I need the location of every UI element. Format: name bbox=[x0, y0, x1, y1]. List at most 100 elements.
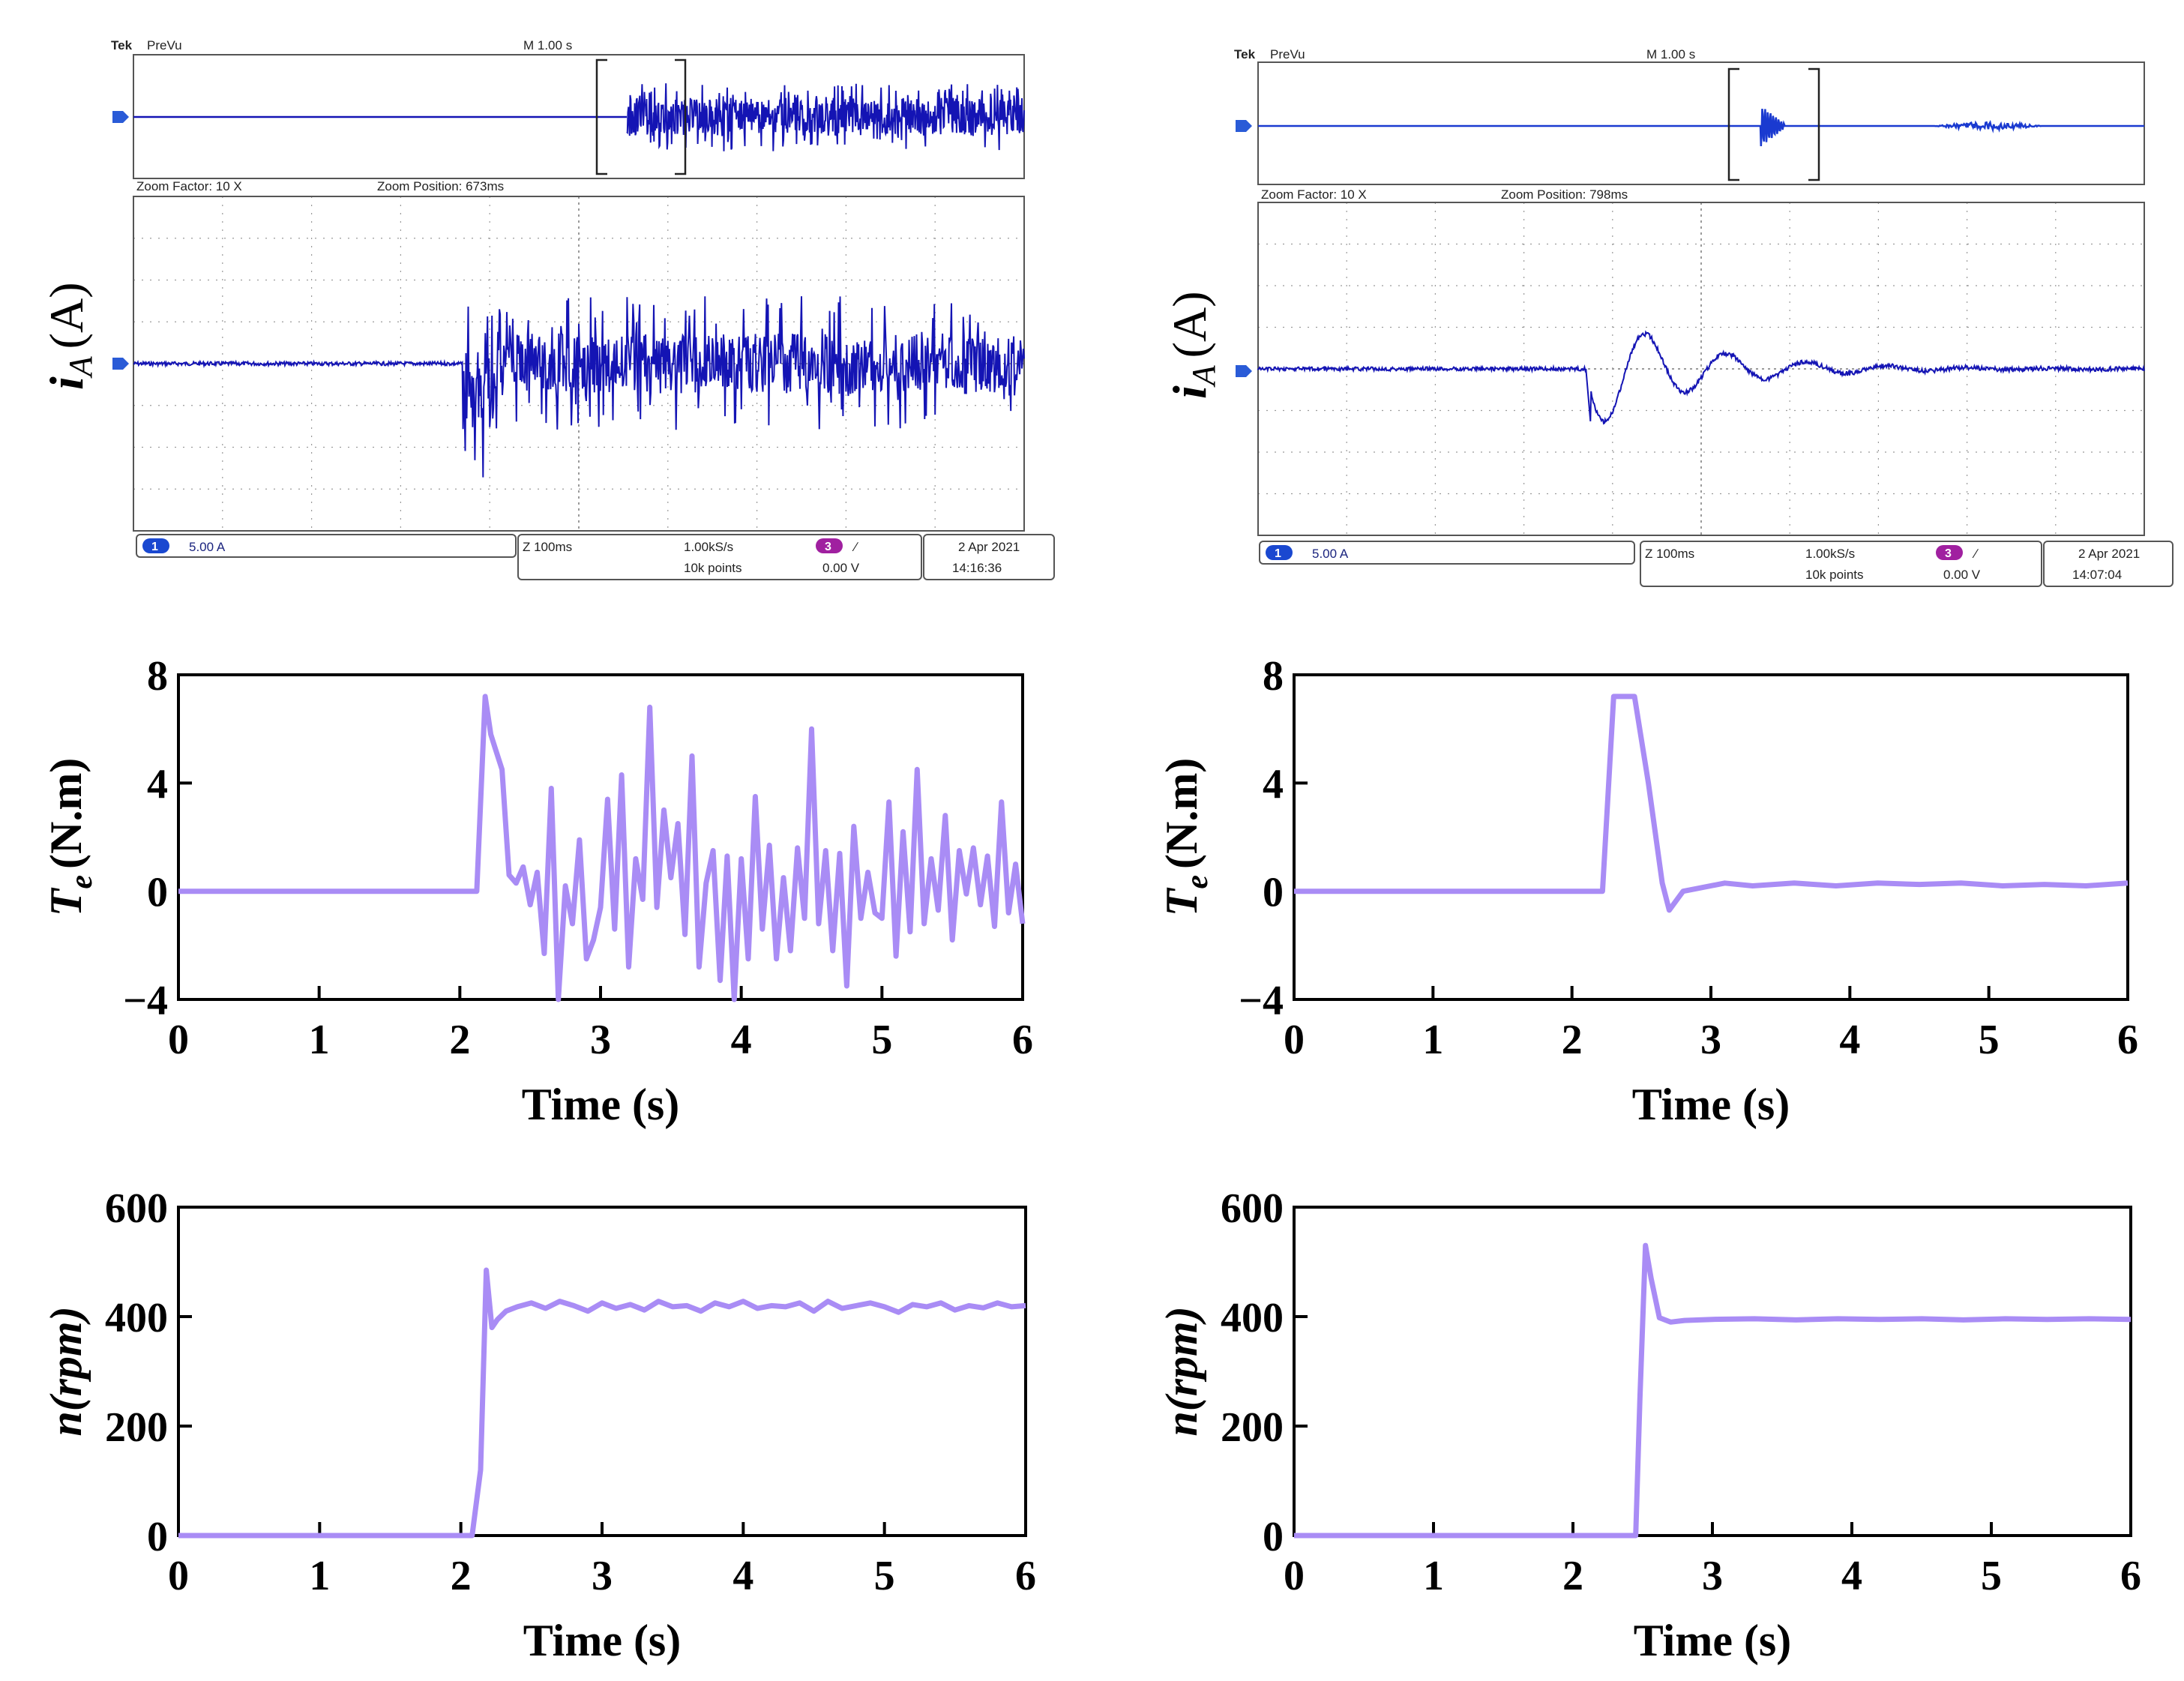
scope-date: 2 Apr 2021 bbox=[2078, 547, 2140, 561]
y-tick-label: 0 bbox=[147, 870, 168, 916]
y-tick-label: 8 bbox=[147, 653, 168, 700]
zoom-time: Z 100ms bbox=[523, 540, 572, 554]
x-tick-label: 4 bbox=[732, 1553, 753, 1599]
channel-scale: 5.00 A bbox=[1312, 547, 1349, 561]
x-tick-label: 2 bbox=[449, 1017, 470, 1063]
y-tick-label: 8 bbox=[1263, 653, 1284, 700]
zoom-position: Zoom Position: 673ms bbox=[377, 179, 504, 193]
scope-right: Tek PreVu M 1.00 s Zoom Factor: 10 X Zoo… bbox=[1163, 47, 2174, 587]
channel-marker-icon bbox=[1236, 120, 1252, 132]
y-axis-title: n(rpm) bbox=[1157, 1306, 1206, 1436]
trigger-slope-icon: ∕ bbox=[1972, 547, 1979, 561]
x-tick-label: 4 bbox=[1841, 1553, 1862, 1599]
x-tick-label: 2 bbox=[1562, 1553, 1583, 1599]
current-axis-label: iA(A) bbox=[1163, 291, 1222, 399]
x-tick-label: 0 bbox=[168, 1017, 189, 1063]
speed-chart-right: 0 1 2 3 4 5 6 0 200 400 600 Time (s) n(rpm) bbox=[1157, 1185, 2141, 1665]
scope-mode: PreVu bbox=[1270, 47, 1305, 61]
y-tick-label: 600 bbox=[105, 1185, 168, 1232]
sample-rate: 1.00kS/s bbox=[684, 540, 733, 554]
x-axis-title: Time (s) bbox=[1634, 1616, 1792, 1665]
datetime-readout bbox=[2043, 541, 2174, 587]
trigger-level: 0.00 V bbox=[822, 561, 860, 575]
zoom-position: Zoom Position: 798ms bbox=[1501, 187, 1628, 202]
scope-time: 14:07:04 bbox=[2072, 568, 2122, 582]
x-tick-label: 2 bbox=[451, 1553, 472, 1599]
series-line-Te bbox=[178, 694, 1026, 1002]
scope-date: 2 Apr 2021 bbox=[958, 540, 1020, 554]
svg-text:1: 1 bbox=[151, 541, 158, 553]
y-tick-label: 400 bbox=[105, 1295, 168, 1341]
x-tick-label: 6 bbox=[1012, 1017, 1033, 1063]
scope-timebase: M 1.00 s bbox=[523, 38, 572, 52]
zoom-factor: Zoom Factor: 10 X bbox=[1261, 187, 1367, 202]
x-tick-label: 6 bbox=[1015, 1553, 1036, 1599]
x-axis-title: Time (s) bbox=[522, 1080, 680, 1129]
datetime-readout bbox=[923, 534, 1055, 580]
plot-frame bbox=[1293, 673, 2129, 1001]
x-tick-label: 5 bbox=[1981, 1553, 2002, 1599]
y-tick-label: 200 bbox=[105, 1404, 168, 1451]
x-tick-label: 6 bbox=[2120, 1553, 2141, 1599]
x-tick-label: 1 bbox=[309, 1553, 330, 1599]
record-length: 10k points bbox=[684, 561, 742, 575]
x-tick-label: 5 bbox=[871, 1017, 892, 1063]
y-tick-label: 0 bbox=[147, 1514, 168, 1560]
x-tick-label: 6 bbox=[2117, 1017, 2138, 1063]
zoom-time: Z 100ms bbox=[1645, 547, 1694, 561]
x-tick-label: 3 bbox=[1702, 1553, 1723, 1599]
y-axis-title: Te(N.m) bbox=[1157, 758, 1215, 917]
svg-text:1: 1 bbox=[1275, 547, 1281, 560]
preview-trace-noise bbox=[626, 83, 1025, 151]
channel-badge bbox=[1266, 545, 1293, 560]
speed-chart-left: 0 1 2 3 4 5 6 0 200 400 600 Time (s) n(rpm) bbox=[41, 1185, 1036, 1665]
y-tick-label: 0 bbox=[1263, 1514, 1284, 1560]
plot-frame bbox=[1293, 1206, 2132, 1537]
y-tick-label: 0 bbox=[1263, 870, 1284, 916]
svg-text:3: 3 bbox=[1945, 547, 1952, 560]
channel-badge bbox=[142, 538, 169, 553]
scope-mode: PreVu bbox=[147, 38, 182, 52]
x-tick-label: 3 bbox=[592, 1553, 613, 1599]
x-tick-label: 4 bbox=[1839, 1017, 1860, 1063]
channel-marker-icon bbox=[112, 358, 129, 370]
x-tick-label: 5 bbox=[874, 1553, 895, 1599]
plot-frame bbox=[177, 1206, 1027, 1537]
y-tick-label: 400 bbox=[1221, 1295, 1284, 1341]
y-tick-label: 200 bbox=[1221, 1404, 1284, 1451]
x-tick-label: 3 bbox=[590, 1017, 611, 1063]
series-line-n bbox=[1294, 1242, 2132, 1539]
x-tick-label: 5 bbox=[1979, 1017, 2000, 1063]
x-tick-label: 4 bbox=[731, 1017, 752, 1063]
scope-brand: Tek bbox=[1234, 47, 1256, 61]
y-axis-title: n(rpm) bbox=[41, 1306, 91, 1436]
trigger-level: 0.00 V bbox=[1943, 568, 1981, 582]
x-tick-label: 0 bbox=[1284, 1553, 1305, 1599]
y-tick-label: 4 bbox=[147, 761, 168, 808]
zoom-factor: Zoom Factor: 10 X bbox=[136, 179, 242, 193]
current-trace bbox=[1257, 330, 2145, 425]
svg-text:3: 3 bbox=[825, 541, 831, 553]
x-tick-label: 3 bbox=[1700, 1017, 1721, 1063]
channel-marker-icon bbox=[112, 111, 129, 123]
record-length: 10k points bbox=[1805, 568, 1864, 582]
preview-window bbox=[1257, 61, 2145, 185]
scope-brand: Tek bbox=[111, 38, 133, 52]
channel-scale: 5.00 A bbox=[189, 540, 226, 554]
x-axis-title: Time (s) bbox=[1632, 1080, 1790, 1129]
scope-timebase: M 1.00 s bbox=[1646, 47, 1695, 61]
scope-time: 14:16:36 bbox=[952, 561, 1002, 575]
x-axis-title: Time (s) bbox=[523, 1616, 682, 1665]
y-tick-label: −4 bbox=[1239, 978, 1284, 1024]
x-tick-label: 1 bbox=[1422, 1017, 1443, 1063]
x-tick-label: 1 bbox=[1423, 1553, 1444, 1599]
scope-left: Tek PreVu M 1.00 s Zoom Factor: 10 X Zoo… bbox=[40, 38, 1055, 580]
sample-rate: 1.00kS/s bbox=[1805, 547, 1855, 561]
current-trace bbox=[133, 296, 1025, 478]
x-tick-label: 0 bbox=[1284, 1017, 1305, 1063]
x-tick-label: 0 bbox=[168, 1553, 189, 1599]
x-tick-label: 1 bbox=[309, 1017, 330, 1063]
